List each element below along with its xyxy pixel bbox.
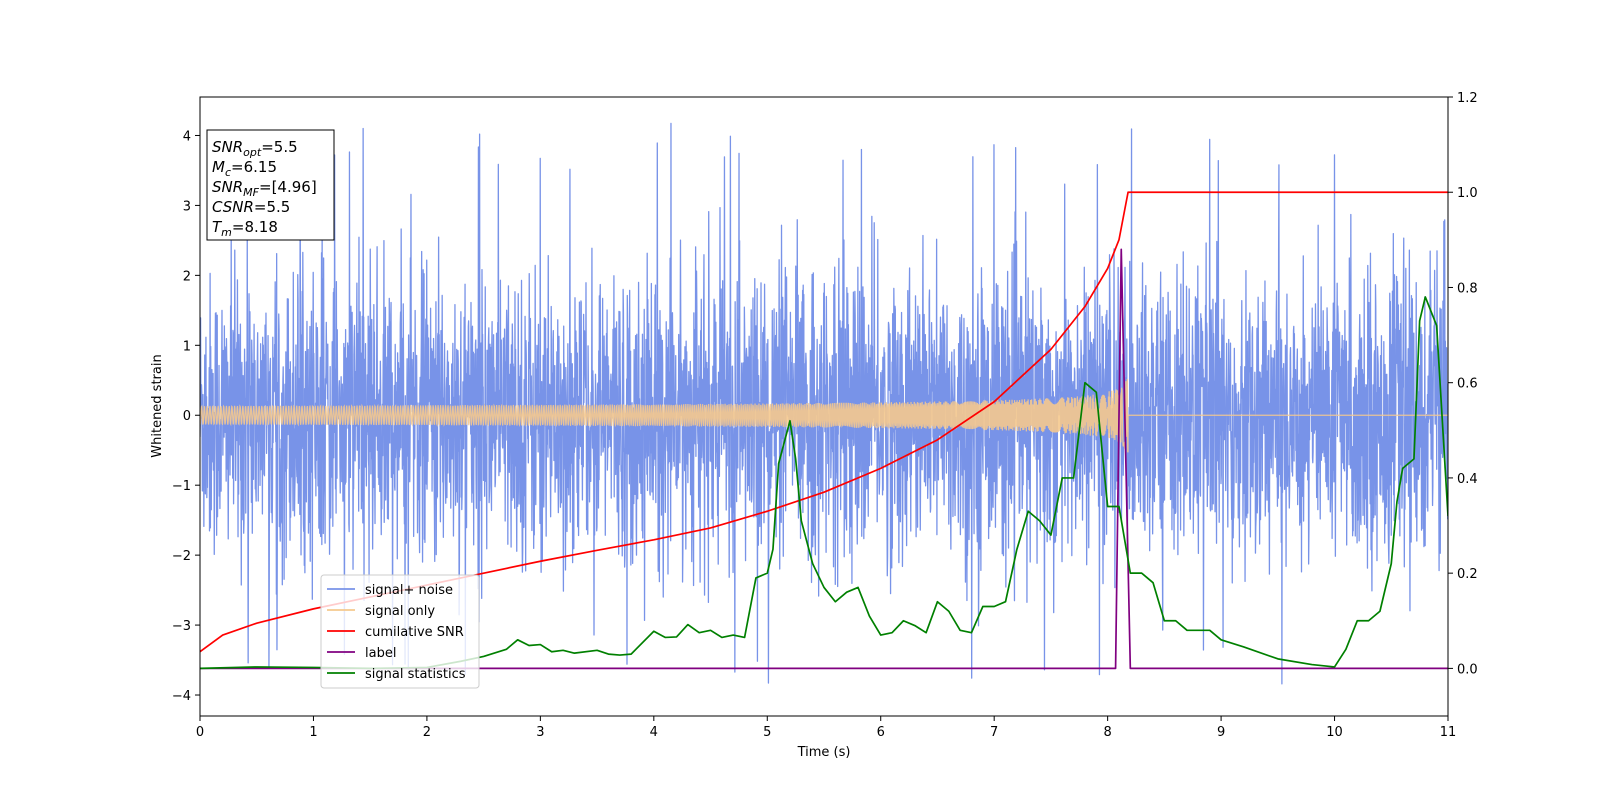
y-left-tick-label: 4: [183, 129, 191, 144]
legend-label: cumilative SNR: [365, 625, 464, 640]
legend-label: signal only: [365, 604, 435, 619]
axes: 0 1 2 3 4 5 6 7 8 9 10 11 −4 −3 −2 −1 0 1 2 3 4 0.0 0.2 0.4 0.6 0…: [172, 91, 1478, 740]
series-line-signal-only: [200, 378, 1448, 453]
x-tick-label: 8: [1103, 725, 1111, 740]
legend-label: signal statistics: [365, 667, 466, 682]
y-right-tick-label: 1.0: [1457, 186, 1478, 201]
info-box-frame: [206, 129, 335, 241]
series-line-label: [200, 248, 1448, 670]
y-left-tick-label: 1: [183, 339, 191, 354]
x-tick-label: 1: [309, 725, 317, 740]
x-tick-label: 4: [650, 725, 658, 740]
x-tick-label: 6: [877, 725, 885, 740]
series-line-signal-statistics: [200, 296, 1448, 670]
y-right-tick-label: 0.6: [1457, 377, 1478, 392]
info-line: SNRopt=5.5: [212, 138, 298, 159]
y-left-tick-label: −2: [172, 549, 191, 564]
y-left-tick-label: −1: [172, 479, 191, 494]
x-tick-label: 7: [990, 725, 998, 740]
info-line: SNRMF=[4.96]: [212, 178, 317, 199]
y-right-tick-label: 0.2: [1457, 567, 1478, 582]
y-left-tick-label: 0: [183, 409, 191, 424]
y-left-tick-label: 2: [183, 269, 191, 284]
y-left-tick-label: −4: [172, 689, 191, 704]
legend-label: label: [365, 646, 396, 661]
x-tick-label: 0: [196, 725, 204, 740]
y-left-tick-label: −3: [172, 619, 191, 634]
y-right-tick-label: 0.0: [1457, 662, 1478, 677]
x-tick-label: 5: [763, 725, 771, 740]
plot-frame: [199, 96, 1449, 717]
info-line: CSNR=5.5: [212, 198, 290, 216]
x-tick-label: 9: [1217, 725, 1225, 740]
y-left-tick-label: 3: [183, 199, 191, 214]
legend-label: signal+ noise: [365, 583, 453, 598]
y-right-tick-label: 0.4: [1457, 472, 1478, 487]
y-right-tick-label: 1.2: [1457, 91, 1478, 106]
x-axis-title: Time (s): [797, 745, 851, 760]
y-right-tick-label: 0.8: [1457, 281, 1478, 296]
info-line: Tm=8.18: [212, 218, 278, 239]
x-tick-label: 10: [1326, 725, 1343, 740]
x-tick-label: 3: [536, 725, 544, 740]
y-axis-title: Whitened strain: [150, 354, 165, 457]
x-tick-label: 11: [1440, 725, 1457, 740]
legend-frame: [320, 574, 480, 689]
x-tick-label: 2: [423, 725, 431, 740]
info-line: Mc=6.15: [212, 158, 277, 179]
legend: signal+ noise signal only cumilative SNR la…: [320, 574, 480, 689]
